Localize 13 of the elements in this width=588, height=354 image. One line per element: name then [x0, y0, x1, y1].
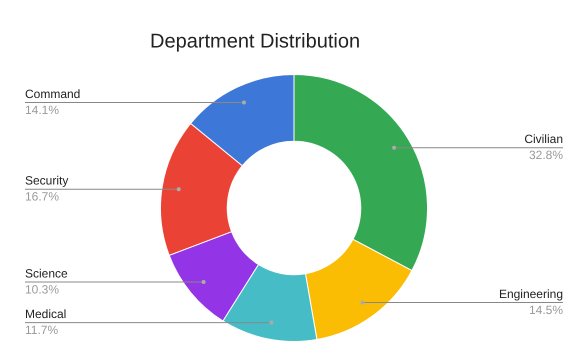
data-label: 11.7% [25, 322, 58, 337]
data-label: 16.7% [25, 190, 60, 204]
chart-title: Department Distribution [150, 30, 360, 53]
slice-label: Command [25, 86, 80, 101]
slice-label: Security [25, 174, 68, 188]
slice-label: Civilian [524, 132, 563, 146]
slice-label: Medical [25, 306, 66, 321]
slice-label: Science [25, 266, 68, 280]
data-label: 14.1% [25, 102, 60, 117]
slice-label: Engineering [498, 286, 563, 301]
data-label: 32.8% [528, 148, 564, 162]
data-label: 10.3% [25, 282, 60, 296]
data-label: 14.5% [528, 302, 564, 317]
